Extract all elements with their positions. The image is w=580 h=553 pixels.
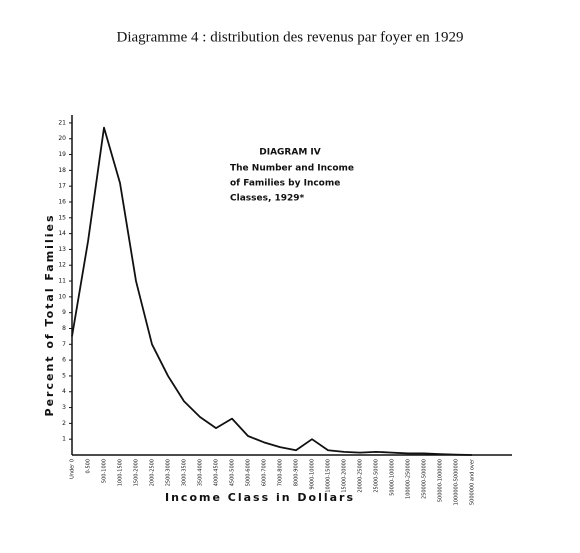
- x-tick-label: 1000000-5000000: [454, 459, 460, 505]
- x-tick-label: 3000-3500: [182, 459, 188, 486]
- x-tick-label: 5000000 and over: [470, 458, 476, 505]
- x-tick-label: 5000-6000: [246, 459, 252, 486]
- x-tick-label: 20000-25000: [358, 459, 364, 493]
- x-tick-label: 1500-2000: [134, 459, 140, 486]
- x-tick-label: 4500-5000: [230, 459, 236, 486]
- x-tick-label: 50000-100000: [390, 459, 396, 496]
- y-tick-label: 15: [58, 214, 66, 221]
- x-tick-label: 4000-4500: [214, 459, 220, 486]
- x-tick-label: 10000-15000: [326, 459, 332, 493]
- annotation-line: The Number and Income: [230, 164, 354, 174]
- x-tick-label: 3500-4000: [198, 459, 204, 486]
- y-axis-label: Percent of Total Families: [43, 214, 56, 417]
- x-tick-label: 9000-10000: [310, 459, 316, 489]
- x-tick-label: 15000-20000: [342, 459, 348, 493]
- y-tick-label: 5: [62, 372, 66, 379]
- y-tick-label: 9: [62, 309, 66, 316]
- y-tick-label: 1: [62, 436, 66, 443]
- y-tick-label: 18: [58, 167, 66, 174]
- x-tick-label: 25000-50000: [374, 459, 380, 493]
- x-tick-label: 250000-500000: [422, 459, 428, 499]
- y-tick-label: 19: [58, 151, 66, 158]
- y-tick-label: 12: [58, 262, 66, 269]
- y-tick-label: 4: [62, 388, 66, 395]
- annotation-line: Classes, 1929*: [230, 194, 305, 204]
- y-tick-label: 11: [58, 278, 66, 285]
- y-tick-label: 17: [58, 183, 66, 190]
- annotation-title: DIAGRAM IV: [259, 148, 321, 158]
- x-tick-label: 500-1000: [102, 459, 108, 483]
- y-tick-label: 16: [58, 198, 66, 205]
- y-tick-label: 14: [58, 230, 66, 237]
- y-tick-label: 2: [62, 420, 66, 427]
- chart-title: Diagramme 4 : distribution des revenus p…: [117, 29, 464, 45]
- y-tick-label: 21: [58, 119, 66, 126]
- x-tick-label: Under 0: [70, 459, 76, 479]
- x-tick-label: 100000-250000: [406, 459, 412, 499]
- x-tick-label: 500000-1000000: [438, 459, 444, 502]
- data-line: [71, 126, 473, 456]
- x-tick-label: 2500-3000: [166, 459, 172, 486]
- y-tick-label: 13: [58, 246, 66, 253]
- x-tick-label: 0-500: [86, 459, 92, 474]
- x-tick-label: 6000-7000: [262, 459, 268, 486]
- annotation-line: of Families by Income: [230, 179, 340, 189]
- x-tick-label: 7000-8000: [278, 459, 284, 486]
- x-tick-label: 2000-2500: [150, 459, 156, 486]
- y-tick-label: 8: [62, 325, 66, 332]
- y-tick-label: 10: [58, 293, 66, 300]
- y-tick-label: 6: [62, 357, 66, 364]
- x-tick-label: 8000-9000: [294, 459, 300, 486]
- x-tick-label: 1000-1500: [118, 459, 124, 486]
- y-tick-label: 20: [58, 135, 66, 142]
- y-tick-label: 3: [62, 404, 66, 411]
- y-tick-label: 7: [62, 341, 66, 348]
- x-axis-label: Income Class in Dollars: [165, 491, 355, 504]
